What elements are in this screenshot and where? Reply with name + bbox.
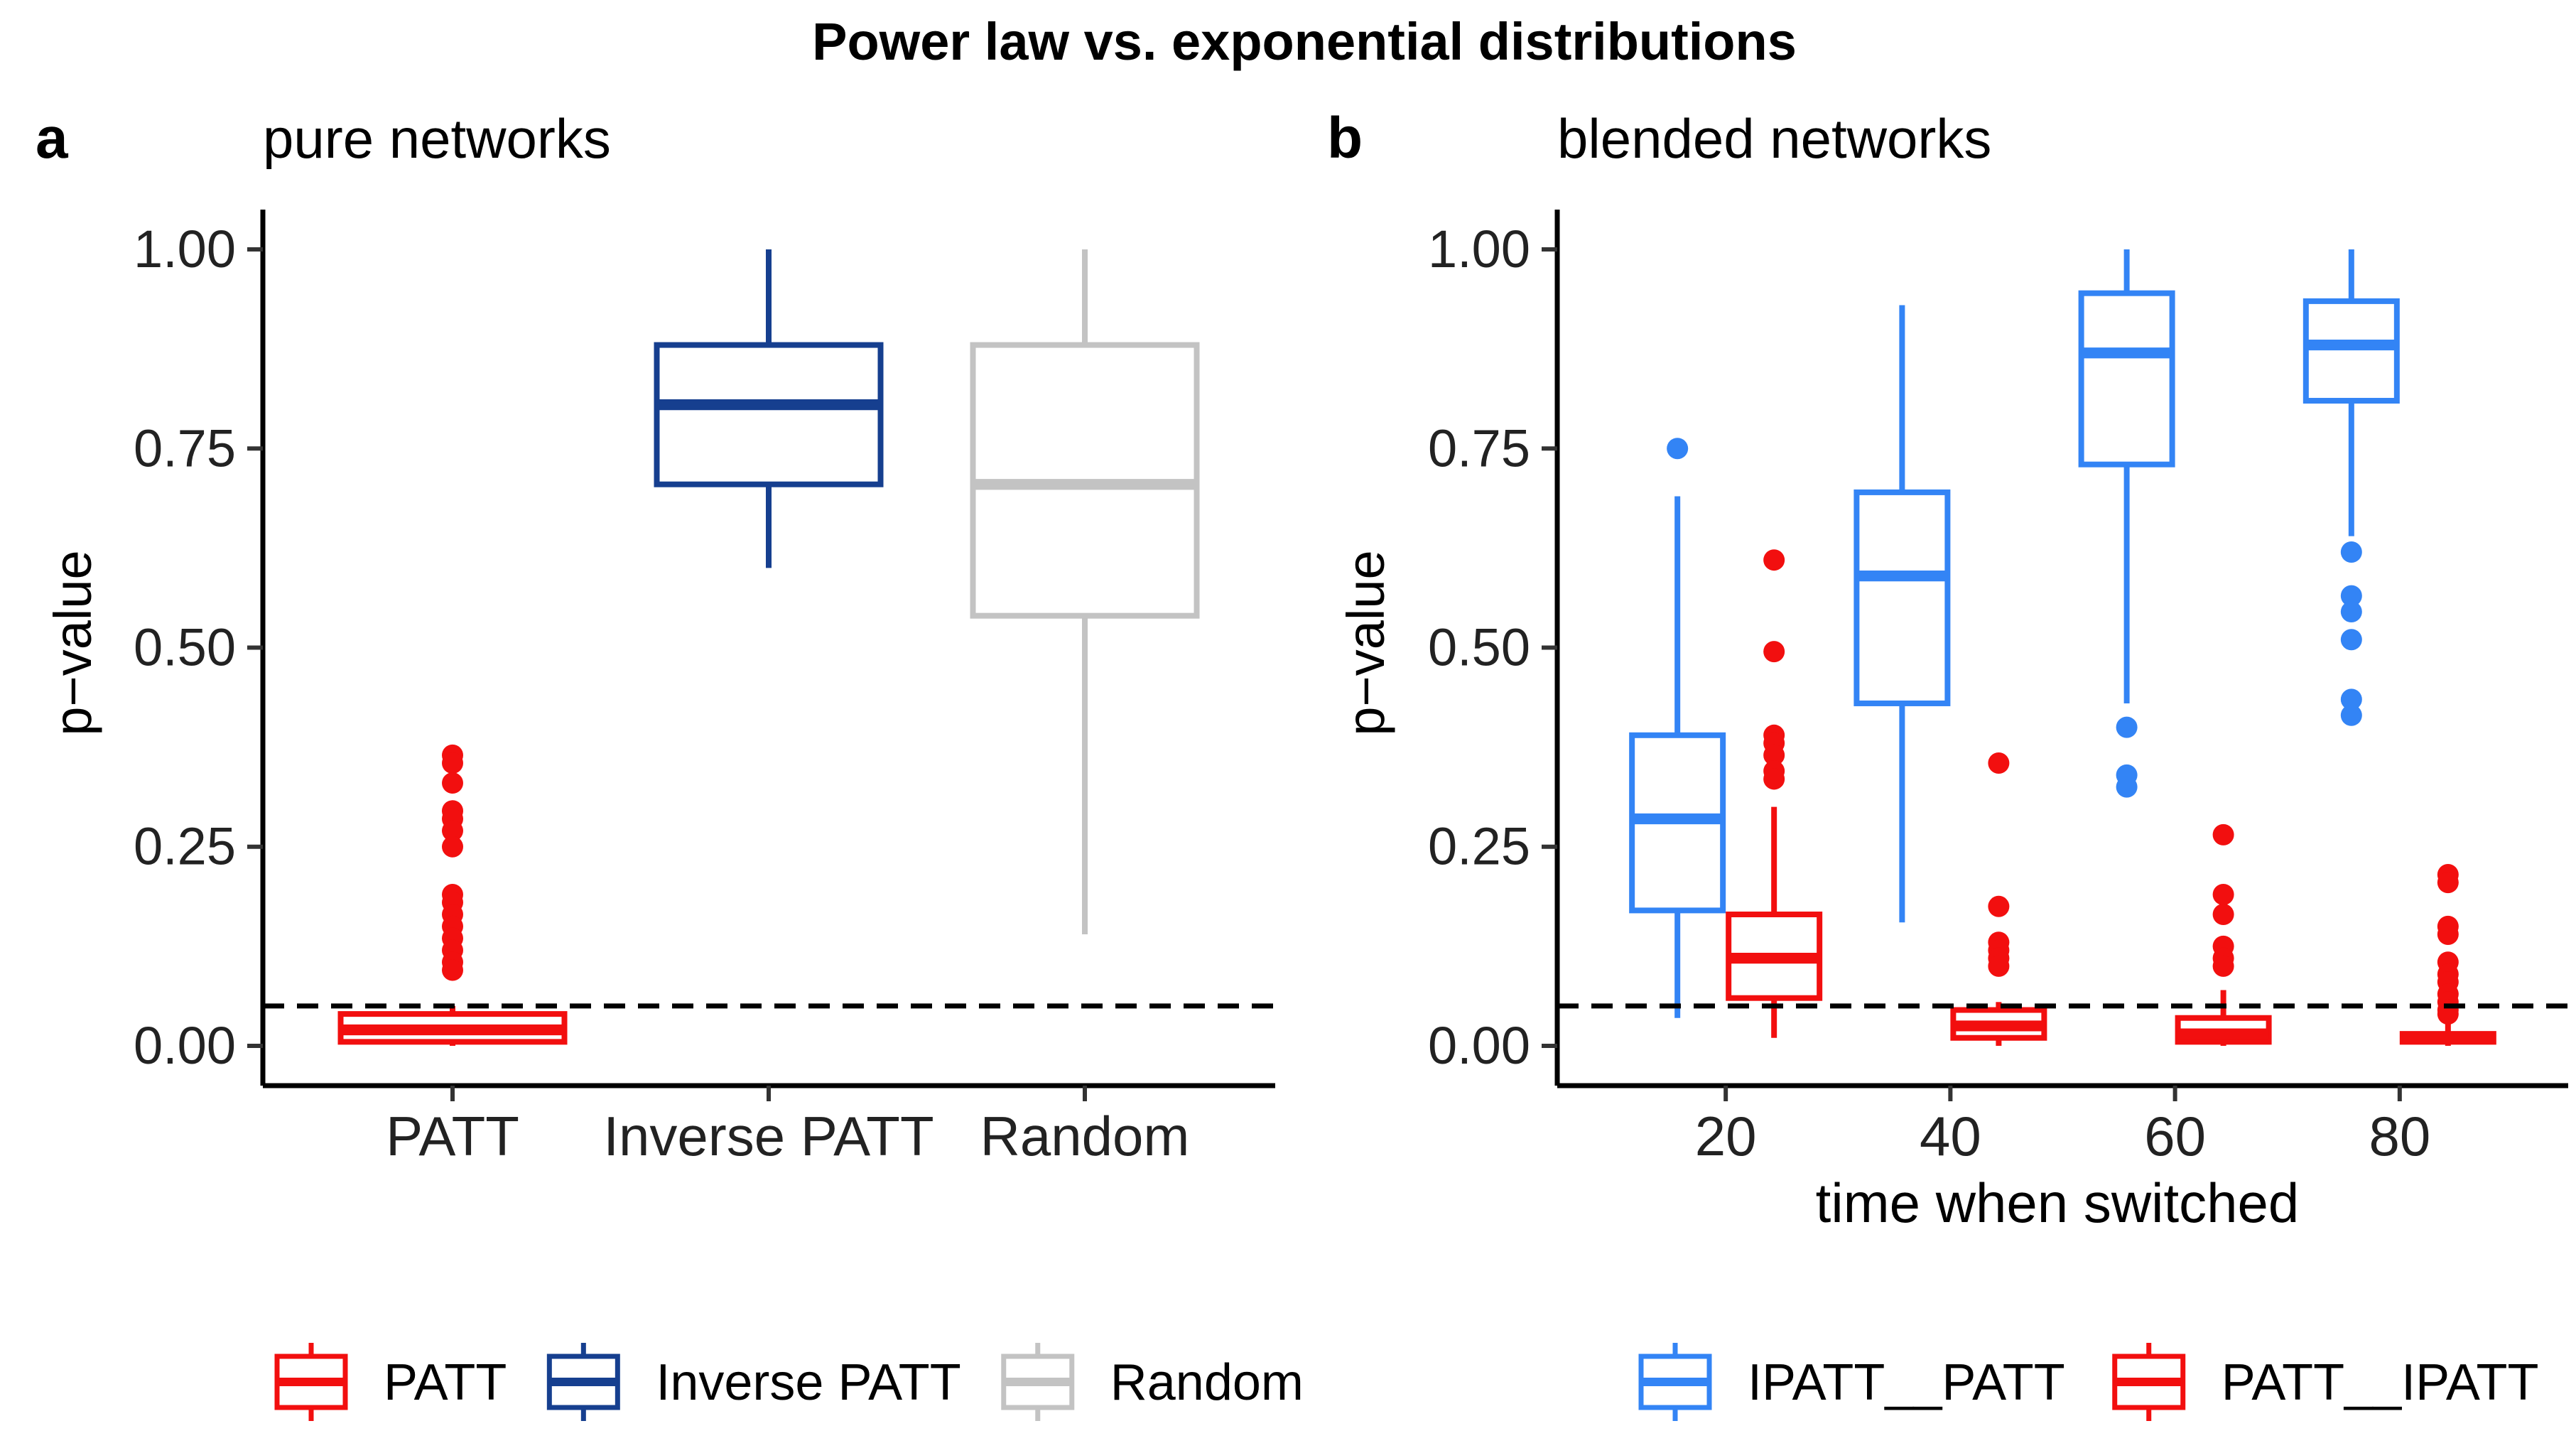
outlier-point [1988, 956, 2009, 977]
legend-label: PATT__IPATT [2221, 1354, 2539, 1411]
outlier-point [2341, 705, 2362, 726]
panel-b-x-axis-title: time when switched [1816, 1172, 2300, 1234]
box-inverse-patt [657, 249, 881, 568]
panel-b-marks [1557, 249, 2568, 1046]
panel-a-label: a [36, 106, 69, 171]
legend-label: Random [1110, 1354, 1304, 1411]
box-patt-ipatt-40 [1953, 752, 2044, 1046]
panel-a-marks [263, 249, 1275, 1046]
outlier-point [1988, 896, 2009, 917]
x-tick-label: Random [980, 1105, 1190, 1167]
figure: Power law vs. exponential distributions … [0, 0, 2576, 1448]
outlier-point [2213, 884, 2234, 905]
box-ipatt-patt-80 [2306, 249, 2397, 726]
box-iqr [1856, 492, 1947, 703]
x-tick-label: 20 [1695, 1105, 1757, 1167]
outlier-point [2341, 629, 2362, 650]
panel-b-label: b [1327, 106, 1363, 171]
legend-item-patt-ipatt: PATT__IPATT [2115, 1343, 2539, 1421]
x-tick-label: 80 [2369, 1105, 2430, 1167]
legend-label: PATT [384, 1354, 507, 1411]
figure-title: Power law vs. exponential distributions [812, 12, 1797, 71]
box-ipatt-patt-40 [1856, 306, 1947, 923]
x-tick-label: Inverse PATT [603, 1105, 933, 1167]
outlier-point [2213, 824, 2234, 845]
panel-b-subtitle: blended networks [1557, 107, 1991, 170]
legend-item-patt: PATT [277, 1343, 507, 1421]
outlier-point [2341, 601, 2362, 622]
legend-label: Inverse PATT [656, 1354, 960, 1411]
outlier-point [2437, 872, 2459, 893]
y-tick-label: 0.00 [1428, 1016, 1530, 1075]
legend-item-random: Random [1004, 1343, 1304, 1421]
x-tick-label: 40 [1920, 1105, 1981, 1167]
outlier-point [442, 959, 463, 980]
panel-a: a pure networks p−value 0.00 0.25 0.50 0.75… [36, 106, 1304, 1421]
outlier-point [1763, 549, 1785, 571]
outlier-point [2213, 956, 2234, 977]
outlier-point [2116, 777, 2138, 798]
panel-a-y-axis-title: p−value [43, 550, 102, 735]
y-tick-label: 0.50 [1428, 618, 1530, 677]
box-ipatt-patt-20 [1632, 438, 1723, 1017]
outlier-point [1988, 752, 2009, 774]
box-patt-ipatt-20 [1728, 549, 1819, 1038]
box-iqr [657, 345, 881, 485]
x-tick-label: 60 [2144, 1105, 2206, 1167]
panel-b-legend: IPATT__PATT PATT__IPATT [1641, 1343, 2538, 1421]
x-tick-label: PATT [386, 1105, 519, 1167]
outlier-point [1763, 641, 1785, 662]
y-tick-label: 0.50 [134, 618, 236, 677]
outlier-point [2116, 717, 2138, 738]
outlier-point [2213, 904, 2234, 925]
box-ipatt-patt-60 [2082, 249, 2172, 798]
y-tick-label: 1.00 [1428, 220, 1530, 279]
panel-a-legend: PATT Inverse PATT Random [277, 1343, 1304, 1421]
y-tick-label: 0.00 [134, 1016, 236, 1075]
legend-item-ipatt-patt: IPATT__PATT [1641, 1343, 2065, 1421]
y-tick-label: 1.00 [134, 220, 236, 279]
box-iqr [2306, 301, 2397, 401]
box-iqr [2082, 293, 2172, 465]
box-random [973, 249, 1197, 934]
outlier-point [2437, 924, 2459, 945]
box-patt-ipatt-80 [2403, 864, 2494, 1046]
outlier-point [1667, 438, 1688, 459]
panel-a-subtitle: pure networks [263, 107, 611, 170]
legend-label: IPATT__PATT [1748, 1354, 2065, 1411]
box-patt [341, 745, 565, 1046]
y-tick-label: 0.25 [1428, 817, 1530, 876]
outlier-point [442, 752, 463, 774]
outlier-point [2341, 541, 2362, 563]
panel-b: b blended networks p−value time when swi… [1327, 106, 2568, 1421]
box-patt-ipatt-60 [2178, 824, 2269, 1046]
y-tick-label: 0.75 [1428, 418, 1530, 477]
legend-item-inverse-patt: Inverse PATT [549, 1343, 960, 1421]
y-tick-label: 0.25 [134, 817, 236, 876]
panel-b-y-axis-title: p−value [1336, 550, 1395, 735]
outlier-point [1763, 768, 1785, 789]
outlier-point [442, 836, 463, 858]
y-tick-label: 0.75 [134, 418, 236, 477]
outlier-point [442, 772, 463, 794]
